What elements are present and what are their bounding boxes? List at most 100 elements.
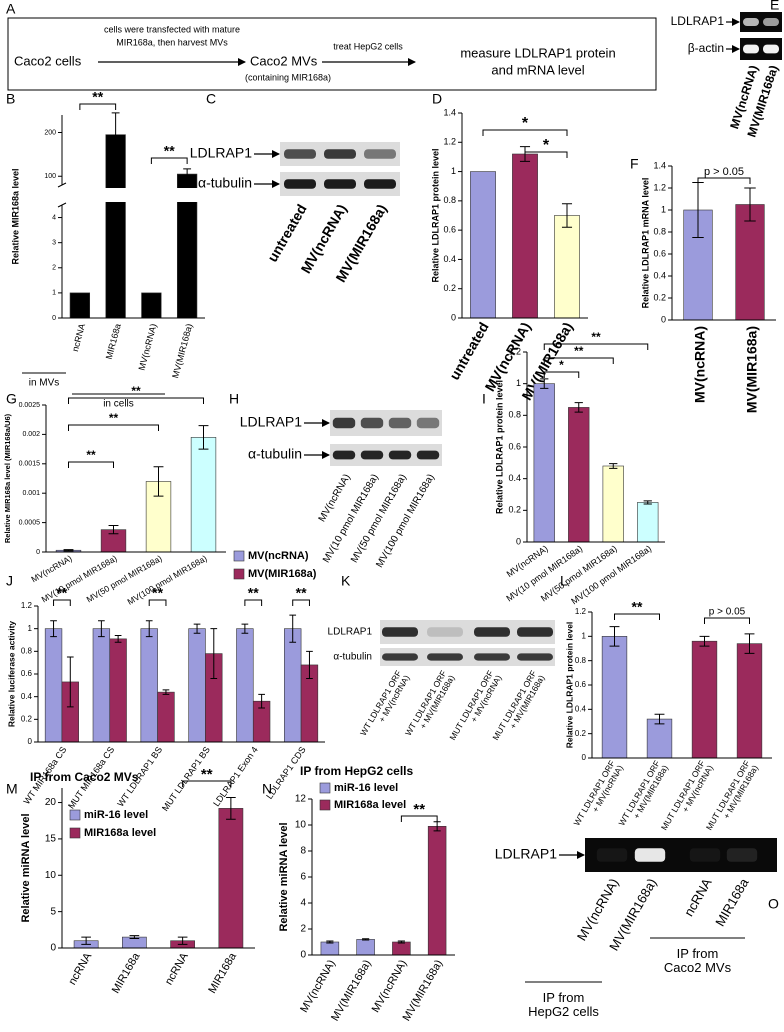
blot-strip	[380, 648, 555, 666]
significance-bracket	[524, 151, 568, 158]
y-axis-label: Relative LDLRAP1 protein level	[494, 380, 504, 514]
panel-letter: A	[6, 1, 16, 17]
y-tick-label: 0.4	[21, 692, 33, 701]
group-label: IP from	[677, 946, 719, 961]
error-bar	[258, 693, 265, 709]
significance-bracket	[79, 103, 117, 110]
error-bar	[198, 425, 209, 450]
bar	[188, 628, 206, 743]
blot-band	[284, 149, 316, 159]
y-tick-label: 1.2	[21, 601, 33, 610]
bar	[109, 638, 127, 743]
blot-band	[360, 450, 384, 460]
y-tick-label: 0.2	[443, 283, 456, 293]
flow-edge-label: MIR168a, then harvest MVs	[116, 37, 228, 47]
y-tick-label: 1.2	[508, 346, 521, 356]
blot-band	[726, 848, 758, 862]
bar	[512, 153, 538, 319]
flow-node: measure LDLRAP1 protein	[460, 45, 615, 60]
blot-band	[324, 179, 356, 189]
blot-band	[689, 848, 721, 862]
bar	[554, 215, 580, 319]
y-tick-label: 1	[582, 631, 587, 640]
legend-swatch	[69, 809, 81, 821]
bar	[470, 171, 496, 319]
blot-band	[474, 627, 510, 637]
blot-band	[596, 848, 628, 862]
blot-band	[743, 44, 759, 54]
axis-break	[63, 188, 206, 202]
legend-label: miR-16 level	[84, 809, 148, 821]
y-tick-label: 0.8	[575, 656, 587, 665]
blot-band	[364, 149, 396, 159]
significance-label: **	[296, 585, 307, 601]
significance-bracket	[150, 157, 188, 164]
y-tick-label: 10	[45, 870, 57, 881]
y-tick-label: 10	[295, 820, 307, 831]
y-tick-label: 0	[36, 549, 40, 556]
significance-label: **	[109, 411, 119, 425]
y-tick-label: 12	[295, 794, 307, 805]
bar	[140, 628, 158, 743]
blot-strip	[740, 12, 782, 32]
panel-letter: M	[6, 781, 18, 797]
blot-band	[743, 18, 759, 26]
row-label: α-tubulin	[333, 652, 372, 663]
y-tick-label: 0	[516, 536, 521, 546]
row-label: α-tubulin	[248, 446, 302, 462]
significance-label: **	[56, 585, 67, 601]
group-label: Caco2 MVs	[664, 961, 732, 976]
y-tick-label: 0	[52, 315, 56, 322]
panel-letter: L	[560, 573, 568, 589]
y-tick-label: 0	[28, 737, 33, 746]
blot-band	[332, 450, 356, 460]
significance-label: **	[86, 448, 96, 462]
y-tick-label: 100	[44, 173, 56, 180]
legend-label: MIR168a level	[84, 827, 156, 839]
significance-bracket	[697, 177, 751, 184]
significance-bracket	[543, 357, 614, 364]
significance-label: p > 0.05	[709, 607, 746, 618]
y-axis-label: Relative LDLRAP1 protein level	[430, 148, 440, 282]
y-tick-label: 1.2	[575, 607, 587, 616]
bar	[392, 941, 411, 956]
bar	[736, 643, 763, 759]
bar	[44, 628, 63, 743]
significance-label: **	[201, 766, 213, 783]
panel-letter: J	[6, 573, 13, 589]
error-bar	[609, 463, 618, 469]
significance-bracket	[148, 599, 167, 606]
panel-letter: C	[206, 91, 216, 107]
flow-node: Caco2 MVs	[250, 53, 318, 68]
bar	[646, 718, 673, 759]
group-label: in cells	[103, 399, 134, 410]
significance-bracket	[482, 129, 568, 136]
error-bar	[574, 402, 583, 413]
y-tick-label: 0.8	[508, 410, 521, 420]
flow-node: (containing MIR168a)	[245, 72, 331, 82]
y-tick-label: 0.2	[653, 292, 666, 302]
legend-swatch	[233, 550, 245, 562]
panel-letter: F	[630, 156, 639, 172]
error-bar	[699, 635, 710, 647]
flow-node: and mRNA level	[491, 62, 584, 77]
row-label: β-actin	[688, 41, 724, 55]
row-label: α-tubulin	[198, 175, 252, 191]
y-axis-label: Relative miRNA level	[278, 822, 290, 931]
row-label: LDLRAP1	[190, 145, 252, 161]
legend-label: MIR168a level	[334, 799, 406, 811]
significance-label: **	[574, 344, 584, 358]
significance-bracket	[244, 599, 263, 606]
y-tick-label: 0	[661, 314, 666, 324]
y-tick-label: 1	[451, 166, 456, 176]
error-bar	[162, 689, 170, 695]
y-tick-label: 0.0005	[19, 519, 41, 526]
error-bar	[241, 623, 249, 634]
y-axis-label: Relative LDLRAP1 protein level	[564, 622, 574, 749]
blot-band	[388, 450, 412, 460]
error-bar	[145, 620, 153, 638]
bar	[637, 502, 659, 543]
bar	[533, 383, 555, 543]
significance-bracket	[543, 371, 580, 378]
significance-bracket	[614, 613, 660, 620]
